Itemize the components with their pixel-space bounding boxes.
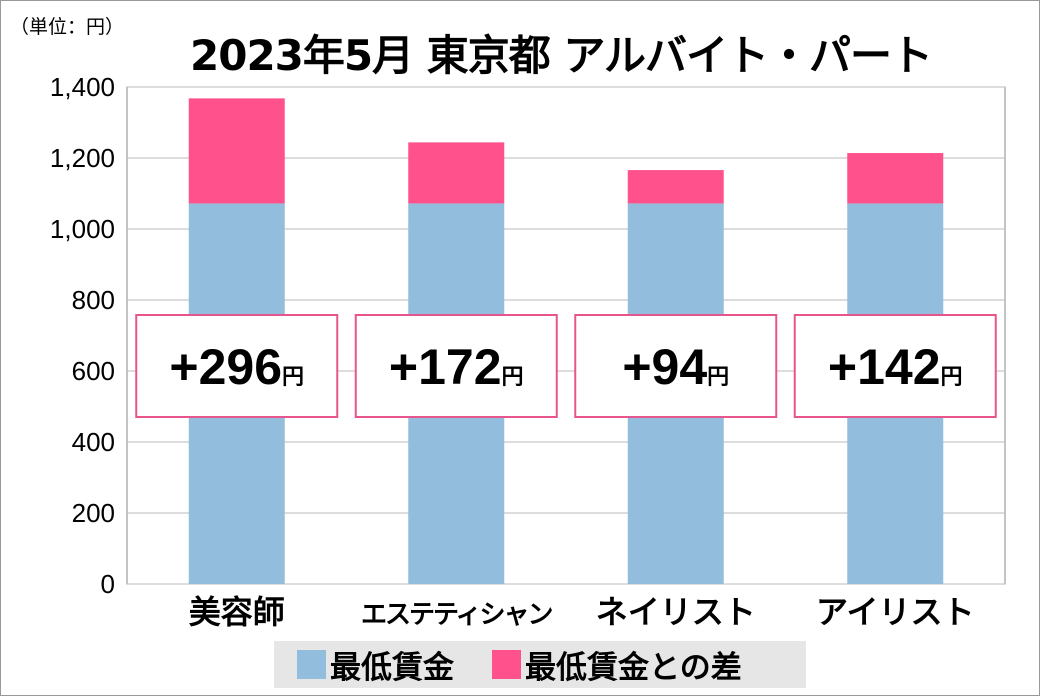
x-category-label: ネイリスト	[596, 593, 756, 631]
y-tick-label: 0	[101, 569, 115, 599]
annotation-value: +172	[389, 339, 502, 395]
x-category-label: エステティシャン	[361, 600, 552, 630]
annotation-label: +296円	[169, 339, 304, 395]
y-tick-label: 600	[72, 356, 115, 386]
annotation-unit: 円	[707, 364, 729, 389]
annotation-label: +94円	[622, 339, 729, 395]
annotation-value: +142	[828, 339, 941, 395]
y-tick-label: 200	[72, 498, 115, 528]
legend-item-difference: 最低賃金との差	[492, 642, 742, 687]
legend-label-difference: 最低賃金との差	[525, 650, 742, 686]
annotation-label: +142円	[828, 339, 963, 395]
bar-difference	[188, 98, 285, 204]
annotation-box	[354, 314, 558, 418]
annotation-unit: 円	[941, 364, 963, 389]
annotation-label: +172円	[389, 339, 524, 395]
y-tick-label: 1,200	[50, 143, 115, 173]
unit-label: （単位：円）	[10, 16, 125, 38]
annotation-unit: 円	[282, 364, 304, 389]
y-tick-label: 1,400	[50, 72, 115, 102]
annotation-box	[793, 314, 997, 418]
y-tick-label: 1,000	[50, 214, 115, 244]
legend: 最低賃金 最低賃金との差	[274, 641, 806, 688]
legend-item-min-wage: 最低賃金	[297, 642, 454, 687]
legend-swatch-min-wage	[297, 650, 326, 679]
y-tick-label: 400	[72, 427, 115, 457]
bar-difference	[408, 142, 505, 204]
bar-difference	[627, 170, 724, 204]
chart-title: 2023年5月 東京都 アルバイト・パート	[190, 31, 933, 80]
y-tick-label: 800	[72, 285, 115, 315]
x-category-label: アイリスト	[816, 593, 974, 631]
annotation-unit: 円	[502, 364, 524, 389]
annotation-box	[135, 314, 339, 418]
annotation-value: +94	[622, 339, 707, 395]
x-category-label: 美容師	[189, 593, 285, 631]
annotation-value: +296	[169, 339, 282, 395]
bar-difference	[847, 153, 944, 204]
legend-swatch-difference	[492, 650, 521, 679]
legend-label-min-wage: 最低賃金	[330, 650, 454, 686]
annotation-box	[574, 314, 778, 418]
